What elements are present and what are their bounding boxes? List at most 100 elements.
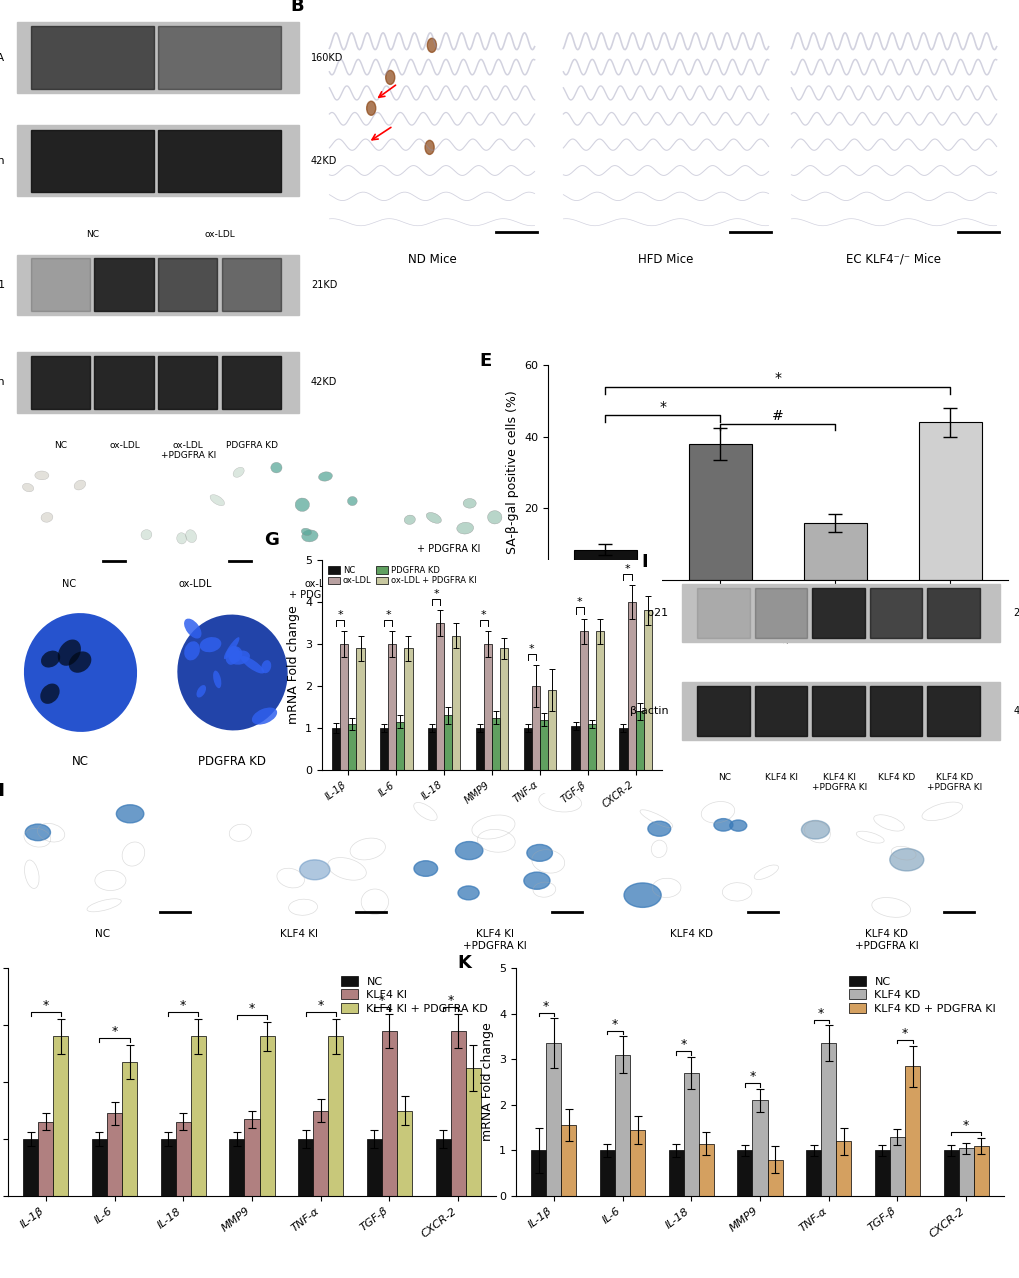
- Text: NC: NC: [87, 230, 99, 239]
- Ellipse shape: [200, 636, 221, 652]
- Bar: [820, 1043, 836, 1196]
- Text: *: *: [481, 610, 486, 620]
- Text: KLF4 KI: KLF4 KI: [280, 929, 318, 939]
- Y-axis label: mRNA Fold change: mRNA Fold change: [480, 1022, 493, 1141]
- Bar: [31, 258, 90, 311]
- Bar: [340, 644, 348, 771]
- Text: NC: NC: [54, 441, 67, 450]
- Bar: [499, 648, 507, 771]
- Ellipse shape: [197, 685, 206, 698]
- Bar: [523, 728, 531, 771]
- Bar: [531, 686, 539, 771]
- Text: PDGFRA: PDGFRA: [0, 52, 5, 63]
- Circle shape: [300, 860, 329, 879]
- Bar: [466, 1067, 480, 1196]
- Bar: [943, 1150, 958, 1196]
- Ellipse shape: [261, 661, 271, 674]
- Bar: [869, 588, 921, 638]
- Ellipse shape: [141, 529, 152, 539]
- Text: B: B: [290, 0, 304, 14]
- Text: *: *: [43, 999, 49, 1012]
- Bar: [175, 1122, 191, 1196]
- Ellipse shape: [240, 656, 264, 674]
- Bar: [427, 728, 435, 771]
- Bar: [491, 717, 499, 771]
- Ellipse shape: [58, 639, 81, 666]
- Ellipse shape: [271, 463, 281, 473]
- Circle shape: [527, 845, 552, 861]
- Text: HFD Mice: HFD Mice: [638, 253, 693, 266]
- Y-axis label: mRNA Fold change: mRNA Fold change: [286, 606, 300, 725]
- Bar: [926, 588, 978, 638]
- Text: β-actin: β-actin: [630, 705, 668, 716]
- Bar: [973, 1146, 987, 1196]
- Text: PDGFRA KD: PDGFRA KD: [418, 579, 475, 588]
- Ellipse shape: [41, 512, 53, 523]
- Bar: [94, 258, 153, 311]
- Bar: [688, 443, 751, 580]
- Text: ox-LDL: ox-LDL: [205, 230, 235, 239]
- Ellipse shape: [228, 647, 242, 662]
- Circle shape: [647, 822, 671, 836]
- Bar: [221, 258, 280, 311]
- Text: KLF4 KD: KLF4 KD: [877, 773, 914, 782]
- Ellipse shape: [176, 533, 186, 544]
- Text: + PDGFRA KI: + PDGFRA KI: [417, 543, 480, 553]
- Bar: [635, 711, 643, 771]
- Text: ox-LDL
+ PDGFRA KI: ox-LDL + PDGFRA KI: [289, 579, 353, 601]
- Bar: [450, 1030, 466, 1196]
- Bar: [667, 1150, 683, 1196]
- Text: K: K: [457, 955, 471, 973]
- Text: KLF4 KI
+PDGFRA KI: KLF4 KI +PDGFRA KI: [463, 929, 527, 951]
- Text: *: *: [624, 564, 630, 574]
- Text: *: *: [317, 999, 324, 1012]
- Bar: [328, 1036, 343, 1196]
- Text: *: *: [680, 1039, 686, 1052]
- Bar: [803, 523, 866, 580]
- Bar: [754, 588, 806, 638]
- Legend: NC, KLF4 KI, KLF4 KI + PDGFRA KD: NC, KLF4 KI, KLF4 KI + PDGFRA KD: [338, 974, 490, 1016]
- Ellipse shape: [224, 638, 239, 659]
- Ellipse shape: [347, 496, 357, 506]
- Text: *: *: [433, 589, 438, 599]
- Text: ND Mice: ND Mice: [408, 253, 455, 266]
- Text: ox-LDL
+PDGFRA KI: ox-LDL +PDGFRA KI: [161, 441, 216, 460]
- Text: β-actin: β-actin: [0, 156, 5, 166]
- Ellipse shape: [41, 651, 60, 667]
- Ellipse shape: [385, 70, 394, 84]
- Circle shape: [889, 849, 923, 870]
- Bar: [158, 129, 280, 192]
- Bar: [698, 1144, 713, 1196]
- Bar: [92, 1139, 107, 1196]
- Text: 42KD: 42KD: [1013, 705, 1019, 716]
- Text: *: *: [611, 1019, 618, 1031]
- Text: H: H: [0, 782, 4, 800]
- Text: *: *: [447, 994, 453, 1007]
- Bar: [259, 1036, 274, 1196]
- Bar: [313, 1111, 328, 1196]
- Bar: [599, 1150, 614, 1196]
- Text: ox-LDL: ox-LDL: [178, 579, 212, 588]
- Ellipse shape: [23, 613, 137, 732]
- Bar: [595, 631, 603, 771]
- Bar: [918, 422, 981, 580]
- Bar: [752, 1100, 767, 1196]
- Legend: NC, ox-LDL, PDGFRA KD, ox-LDL + PDGFRA KI: NC, ox-LDL, PDGFRA KD, ox-LDL + PDGFRA K…: [326, 564, 478, 587]
- Text: *: *: [817, 1007, 823, 1020]
- Bar: [754, 686, 806, 736]
- Text: KLF4 KD
+PDGFRA KI: KLF4 KD +PDGFRA KI: [925, 773, 981, 792]
- Bar: [627, 602, 635, 771]
- Bar: [31, 129, 153, 192]
- Ellipse shape: [457, 523, 473, 534]
- Text: NC: NC: [96, 929, 110, 939]
- Bar: [889, 1136, 904, 1196]
- Bar: [17, 22, 299, 93]
- Bar: [379, 728, 387, 771]
- Circle shape: [624, 883, 660, 907]
- Bar: [619, 728, 627, 771]
- Ellipse shape: [426, 512, 441, 523]
- Text: KLF4 KD: KLF4 KD: [668, 929, 712, 939]
- Bar: [221, 357, 280, 409]
- Bar: [191, 1036, 206, 1196]
- Bar: [17, 125, 299, 197]
